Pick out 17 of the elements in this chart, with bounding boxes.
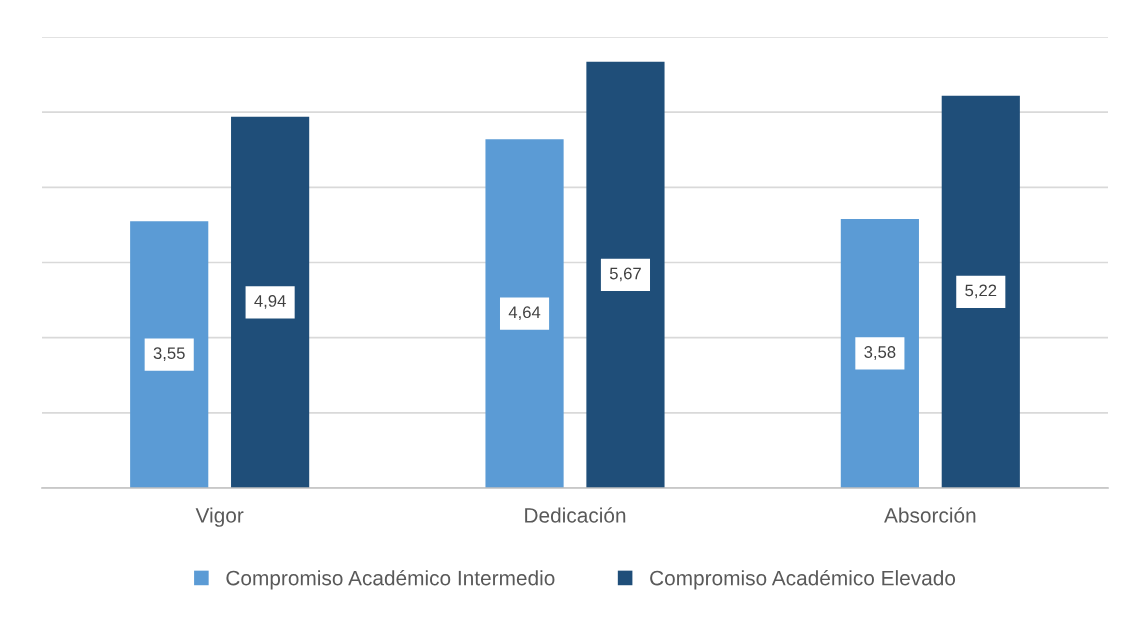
bar (130, 221, 209, 488)
bar (840, 218, 919, 488)
x-tick-label: Vigor (195, 507, 244, 527)
legend-label: Compromiso Académico Intermedio (226, 569, 555, 590)
legend-label: Compromiso Académico Elevado (650, 569, 956, 590)
data-label: 4,64 (508, 306, 541, 321)
bar (231, 116, 310, 488)
bar (485, 139, 564, 488)
data-label: 5,22 (965, 284, 997, 299)
data-label: 4,94 (254, 295, 286, 309)
data-label: 5,67 (609, 267, 641, 282)
bar (586, 61, 665, 488)
x-tick-label: Dedicación (525, 507, 626, 523)
bar (941, 95, 1020, 488)
x-tick-label: Absorción (884, 507, 976, 523)
data-label: 3,58 (864, 346, 896, 360)
data-label: 3,55 (153, 347, 185, 362)
